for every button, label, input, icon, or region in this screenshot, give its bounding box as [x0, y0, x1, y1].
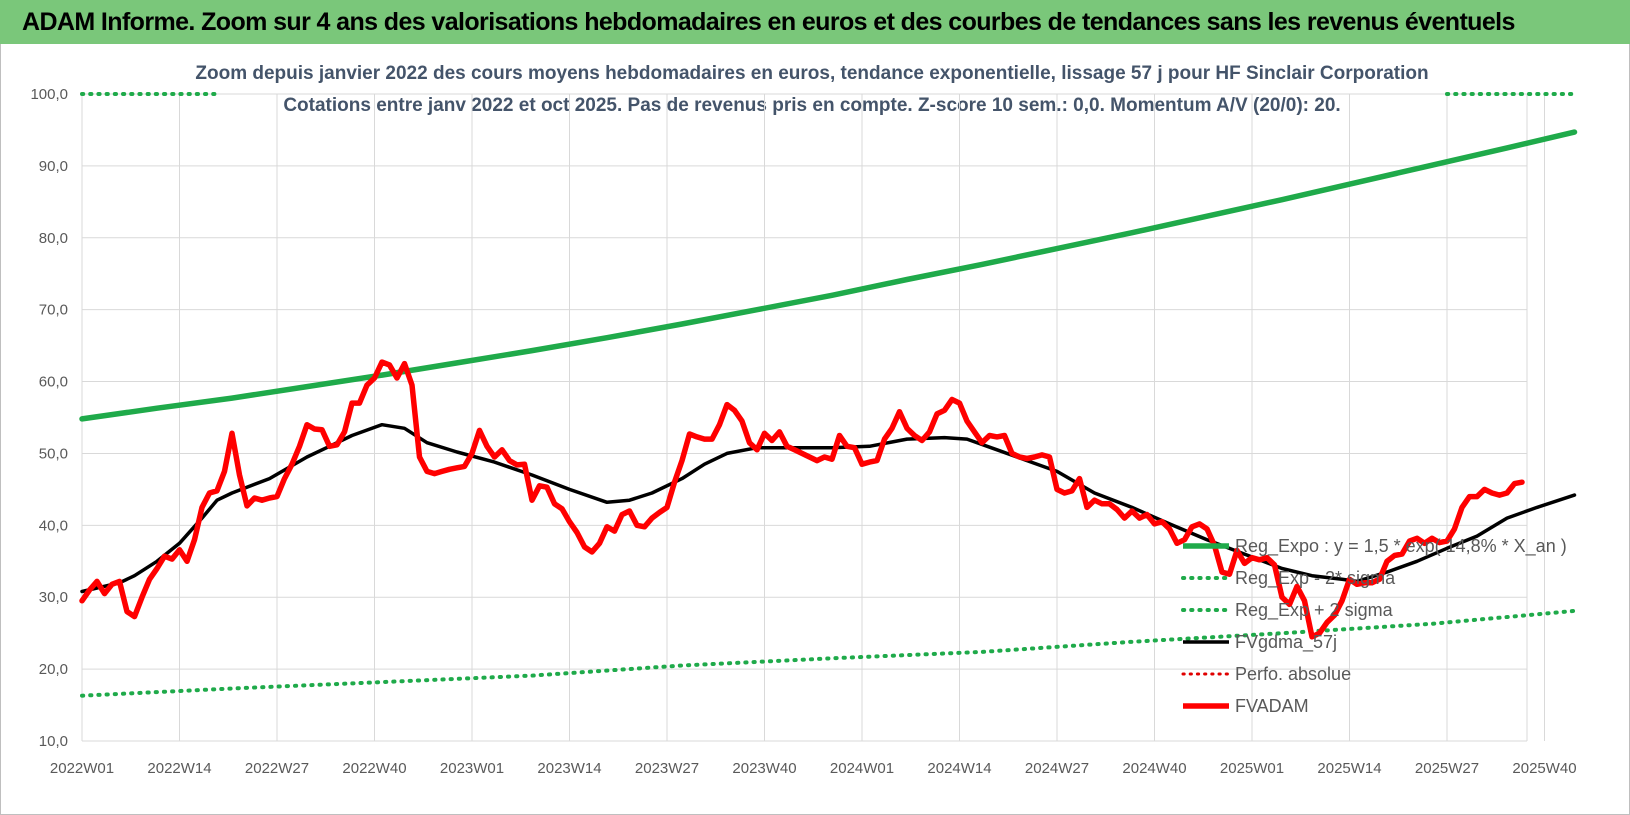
x-tick-label: 2022W01 [50, 760, 114, 777]
x-tick-label: 2022W27 [245, 760, 309, 777]
y-tick-label: 70,0 [39, 302, 68, 319]
x-tick-label: 2023W27 [635, 760, 699, 777]
x-tick-label: 2025W40 [1512, 760, 1576, 777]
legend-label: Perfo. absolue [1235, 664, 1351, 684]
y-axis-ticks: 10,0 20,0 30,0 40,0 50,0 60,0 70,0 80,0 90,0 100,… [30, 86, 68, 750]
x-tick-label: 2024W27 [1025, 760, 1089, 777]
x-tick-label: 2022W14 [147, 760, 211, 777]
title-banner: ADAM Informe. Zoom sur 4 ans des valoris… [0, 0, 1630, 44]
y-tick-label: 50,0 [39, 445, 68, 462]
gridlines [81, 93, 1545, 742]
chart-canvas: Zoom depuis janvier 2022 des cours moyen… [30, 63, 1578, 777]
y-tick-label: 40,0 [39, 517, 68, 534]
x-tick-label: 2025W01 [1220, 760, 1284, 777]
y-tick-label: 60,0 [39, 374, 68, 391]
x-tick-label: 2022W40 [342, 760, 406, 777]
chart-title-line2: Cotations entre janv 2022 et oct 2025. P… [283, 95, 1340, 116]
legend-label: Reg_Exp + 2 sigma [1235, 600, 1394, 621]
x-tick-label: 2023W01 [440, 760, 504, 777]
y-tick-label: 80,0 [39, 230, 68, 247]
legend-label: FVgdma_57j [1235, 632, 1337, 653]
legend: Reg_Expo : y = 1,5 * exp( 14,8% * X_an )… [1181, 536, 1567, 716]
banner-title: ADAM Informe. Zoom sur 4 ans des valoris… [22, 8, 1515, 36]
series-line-fvadam [79, 359, 1525, 640]
x-tick-label: 2023W40 [732, 760, 796, 777]
legend-label: FVADAM [1235, 696, 1309, 716]
y-tick-label: 100,0 [30, 86, 68, 103]
y-tick-label: 20,0 [39, 661, 68, 678]
x-axis-ticks: 2022W01 2022W14 2022W27 2022W40 2023W01 2023W… [50, 760, 1577, 777]
x-tick-label: 2024W40 [1122, 760, 1186, 777]
legend-label: Reg_Expo : y = 1,5 * exp( 14,8% * X_an ) [1235, 536, 1567, 557]
x-tick-label: 2023W14 [537, 760, 601, 777]
chart-title-line1: Zoom depuis janvier 2022 des cours moyen… [195, 63, 1428, 84]
y-tick-label: 30,0 [39, 589, 68, 606]
series-line-reg-expo [79, 129, 1578, 422]
series-line-fvgdma-57j [80, 422, 1577, 594]
y-tick-label: 90,0 [39, 158, 68, 175]
x-tick-label: 2024W01 [830, 760, 894, 777]
x-tick-label: 2025W14 [1317, 760, 1381, 777]
series-group [79, 92, 1578, 698]
x-tick-label: 2025W27 [1415, 760, 1479, 777]
y-tick-label: 10,0 [39, 733, 68, 750]
x-tick-label: 2024W14 [927, 760, 991, 777]
legend-label: Reg_Exp - 2* sigma [1235, 568, 1396, 589]
